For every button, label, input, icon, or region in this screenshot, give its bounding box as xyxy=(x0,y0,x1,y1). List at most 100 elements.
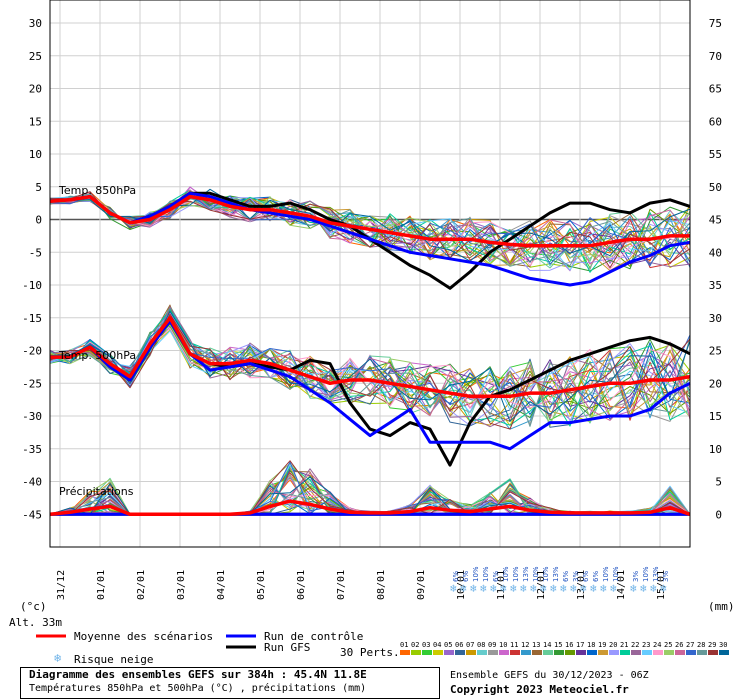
pert-line-precip xyxy=(50,482,691,515)
pert-line-precip xyxy=(49,476,690,515)
pert-line-t500 xyxy=(49,319,691,409)
t500-control-line xyxy=(50,319,691,451)
pert-legend-label: 21 xyxy=(620,641,628,649)
precip-mean-line xyxy=(49,499,691,517)
snow-risk-icon: ❄ xyxy=(470,582,477,595)
pert-line-precip xyxy=(50,463,691,515)
snow-risk-icon: ❄ xyxy=(590,582,597,595)
pert-line-precip xyxy=(49,468,691,515)
chart-subtitle: Températures 850hPa et 500hPa (°C) , pré… xyxy=(29,683,367,694)
y-tick-label-left: -45 xyxy=(22,508,42,521)
y-tick-label-right: 10 xyxy=(709,443,722,456)
snow-risk-pct: 6% xyxy=(582,571,590,582)
y-tick-label-left: -30 xyxy=(22,410,42,423)
pert-legend-swatch xyxy=(433,650,443,655)
pert-line-precip xyxy=(50,486,691,515)
x-tick-label: 03/01 xyxy=(176,570,187,600)
y-tick-label-left: 0 xyxy=(35,214,42,227)
snow-risk-pct: 3% xyxy=(572,571,580,582)
y-tick-label-right: 20 xyxy=(709,377,722,390)
snow-risk-pct: 6% xyxy=(462,571,470,582)
pert-line-precip xyxy=(49,473,691,515)
pert-legend-label: 25 xyxy=(664,641,672,649)
perturbation-legend: 01 02 03 04 05 06 07 08 09 10 11 12 13 14 15 16 17 18 19 20… xyxy=(400,641,729,655)
pert-line-precip xyxy=(49,479,691,515)
t850-control-line xyxy=(49,191,691,287)
snow-risk-pct: 10% xyxy=(602,566,610,582)
snowflake-icon: ❄ xyxy=(54,651,61,665)
main-series xyxy=(49,191,691,517)
snow-risk-icon: ❄ xyxy=(570,582,577,595)
pert-legend-swatch xyxy=(422,650,432,655)
snow-risk-icon: ❄ xyxy=(580,582,587,595)
pert-legend-swatch xyxy=(400,650,410,655)
pert-legend-swatch xyxy=(631,650,641,655)
snow-risk-icon: ❄ xyxy=(660,582,667,595)
pert-legend-label: 02 xyxy=(411,641,419,649)
pert-line-precip xyxy=(49,483,691,515)
pert-line-precip xyxy=(50,465,691,515)
pert-legend-swatch xyxy=(620,650,630,655)
pert-legend-label: 28 xyxy=(697,641,705,649)
y-tick-label-right: 55 xyxy=(709,148,722,161)
snow-risk-pct: 10% xyxy=(532,566,540,582)
pert-line-precip xyxy=(49,486,691,515)
y-tick-label-left: -40 xyxy=(22,476,42,489)
snow-risk-icon: ❄ xyxy=(600,582,607,595)
y-tick-label-right: 70 xyxy=(709,50,722,63)
pert-legend-label: 13 xyxy=(532,641,540,649)
pert-line-precip xyxy=(49,468,691,515)
pert-legend-label: 09 xyxy=(488,641,496,649)
pert-legend-swatch xyxy=(411,650,421,655)
pert-legend-label: 12 xyxy=(521,641,529,649)
snow-risk-pct: 6% xyxy=(562,571,570,582)
ensemble-run-info: Ensemble GEFS du 30/12/2023 - 06Z xyxy=(450,670,649,681)
snow-risk-icon: ❄ xyxy=(550,582,557,595)
pert-line-precip xyxy=(49,484,690,515)
y-tick-label-left: -5 xyxy=(29,246,42,259)
pert-line-precip xyxy=(49,472,691,515)
pert-legend-swatch xyxy=(554,650,564,655)
y-tick-label-right: 25 xyxy=(709,345,722,358)
y-tick-label-right: 60 xyxy=(709,115,722,128)
y-tick-label-right: 0 xyxy=(715,508,722,521)
right-axis-label: (mm) xyxy=(708,600,735,613)
snow-risk-icon: ❄ xyxy=(560,582,567,595)
pert-legend-swatch xyxy=(609,650,619,655)
pert-legend-swatch xyxy=(565,650,575,655)
pert-legend-label: 17 xyxy=(576,641,584,649)
snow-risk-icon: ❄ xyxy=(530,582,537,595)
y-tick-label-left: 5 xyxy=(35,181,42,194)
pert-line-precip xyxy=(50,478,691,515)
y-tick-label-left: 10 xyxy=(29,148,42,161)
snow-risk-pct: 13% xyxy=(652,566,660,582)
pert-legend-label: 11 xyxy=(510,641,518,649)
t850-mean-line xyxy=(49,194,690,248)
pert-legend-label: 26 xyxy=(675,641,683,649)
pert-legend-swatch xyxy=(510,650,520,655)
pert-line-precip xyxy=(50,477,691,515)
pert-legend-swatch xyxy=(642,650,652,655)
snow-risk-icon: ❄ xyxy=(460,582,467,595)
pert-line-precip xyxy=(49,472,691,515)
pert-line-precip xyxy=(49,469,691,515)
snow-risk-icon: ❄ xyxy=(510,582,517,595)
snow-risk-pct: 10% xyxy=(642,566,650,582)
pert-legend-swatch xyxy=(708,650,718,655)
section-label-t500: Temp. 500hPa xyxy=(58,349,136,362)
snow-risk-pct: 6% xyxy=(452,571,460,582)
x-tick-label: 31/12 xyxy=(56,570,67,600)
snow-risk-pct: 10% xyxy=(472,566,480,582)
legend-snow-label: Risque neige xyxy=(74,653,153,666)
y-tick-label-right: 5 xyxy=(715,476,722,489)
pert-legend-label: 06 xyxy=(455,641,463,649)
pert-legend-label: 23 xyxy=(642,641,650,649)
pert-line-precip xyxy=(49,480,691,515)
snow-risk-pct: 6% xyxy=(592,571,600,582)
left-axis-label: (°c) xyxy=(20,600,47,613)
pert-legend-swatch xyxy=(444,650,454,655)
snow-risk-icon: ❄ xyxy=(640,582,647,595)
pert-legend-label: 30 xyxy=(719,641,727,649)
